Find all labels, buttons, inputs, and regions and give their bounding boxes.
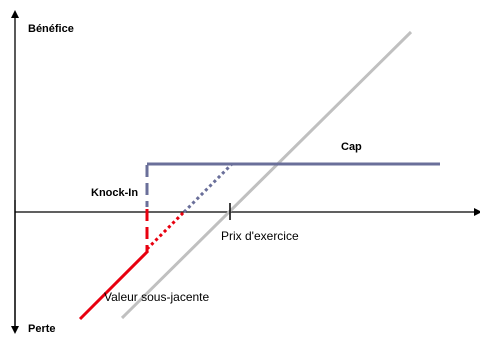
- strike-label: Prix d'exercice: [221, 229, 299, 243]
- knock-in-label: Knock-In: [91, 187, 138, 199]
- loss-dotted: [145, 210, 186, 251]
- loss-line: [78, 249, 150, 321]
- y-axis-bottom-label: Perte: [28, 323, 56, 335]
- underlying-line: [120, 30, 413, 320]
- y-axis-top-label: Bénéfice: [28, 23, 74, 35]
- payoff-dotted-upper: [182, 162, 234, 214]
- cap-label: Cap: [341, 141, 362, 153]
- underlying-label: Valeur sous-jacente: [104, 290, 209, 304]
